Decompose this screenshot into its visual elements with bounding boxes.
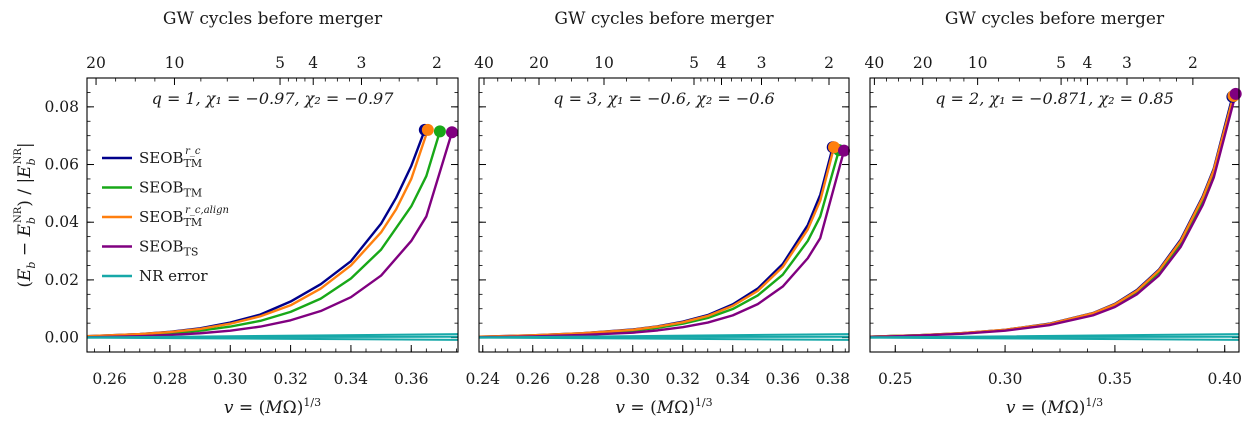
series-line-SEOB_TM_rc_align xyxy=(87,128,430,338)
top-tick-label: 3 xyxy=(357,54,367,72)
legend: SEOBTMr_c SEOBTM SEOBTMr_c,align SEOBTS NR e… xyxy=(102,146,229,285)
top-tick-label: 10 xyxy=(968,54,988,72)
top-tick-label: 40 xyxy=(474,54,494,72)
top-axis-title: GW cycles before merger xyxy=(163,9,383,29)
legend-label: NR error xyxy=(139,267,208,285)
top-tick-label: 4 xyxy=(1083,54,1093,72)
x-tick-label: 0.30 xyxy=(615,370,650,388)
y-tick-label: 0.06 xyxy=(44,156,79,174)
top-tick-label: 4 xyxy=(717,54,727,72)
x-tick-label: 0.40 xyxy=(1207,370,1242,388)
x-tick-label: 0.34 xyxy=(334,370,369,388)
panel-3: GW cycles before merger 40 20 10 5 4 3 2 0.25 0.3… xyxy=(865,9,1242,418)
x-tick-label: 0.35 xyxy=(1098,370,1133,388)
x-tick-label: 0.30 xyxy=(213,370,248,388)
x-tick-label: 0.36 xyxy=(394,370,429,388)
merger-marker-SEOB_TM_rc_align xyxy=(828,141,840,154)
legend-label: SEOBTMr_c,align xyxy=(139,205,229,229)
x-tick-label: 0.38 xyxy=(815,370,850,388)
top-tick-label: 2 xyxy=(1188,54,1198,72)
x-tick-label: 0.36 xyxy=(765,370,800,388)
legend-item-SEOB_TM_rc_align: SEOBTMr_c,align xyxy=(102,205,229,229)
x-tick-label: 0.25 xyxy=(878,370,913,388)
merger-marker-SEOB_TS xyxy=(445,126,458,139)
x-tick-label: 0.32 xyxy=(273,370,308,388)
panel-1: GW cycles before merger 20 10 5 4 3 2 0.26 0.28 0… xyxy=(44,9,459,418)
top-tick-label: 5 xyxy=(275,54,285,72)
top-tick-label: 40 xyxy=(865,54,885,72)
top-tick-label: 3 xyxy=(757,54,767,72)
series-line-SEOB_TM_rc xyxy=(87,128,427,338)
top-tick-label: 2 xyxy=(432,54,442,72)
legend-label: SEOBTMr_c xyxy=(139,146,202,170)
series-line-NR_error xyxy=(87,335,458,339)
top-tick-label: 10 xyxy=(165,54,185,72)
x-axis-label: v = (MΩ)1/3 xyxy=(1006,396,1103,418)
x-tick-label: 0.34 xyxy=(715,370,750,388)
y-tick-label: 0.00 xyxy=(44,329,79,347)
series-line-SEOB_TS xyxy=(479,149,846,339)
x-tick-label: 0.28 xyxy=(565,370,600,388)
top-tick-label: 4 xyxy=(308,54,318,72)
x-axis-label: v = (MΩ)1/3 xyxy=(224,396,321,418)
plot-area xyxy=(87,128,458,341)
x-tick-label: 0.24 xyxy=(465,370,500,388)
top-tick-label: 20 xyxy=(913,54,933,72)
panel-annotation: q = 1, χ₁ = −0.97, χ₂ = −0.97 xyxy=(152,89,395,108)
merger-marker-SEOB_TS xyxy=(1229,87,1242,100)
x-axis-label: v = (MΩ)1/3 xyxy=(615,396,712,418)
legend-item-SEOB_TM: SEOBTM xyxy=(102,179,202,200)
y-tick-label: 0.08 xyxy=(44,98,79,116)
plot-area xyxy=(479,146,849,341)
legend-item-SEOB_TS: SEOBTS xyxy=(102,238,198,259)
series-line-SEOB_TS xyxy=(87,131,454,339)
y-tick-label: 0.04 xyxy=(44,213,79,231)
merger-marker-SEOB_TM xyxy=(433,125,446,138)
top-axis-title: GW cycles before merger xyxy=(554,9,774,29)
top-tick-label: 2 xyxy=(824,54,834,72)
y-axis-label: (Eb − EbNR) / |EbNR| xyxy=(13,142,38,287)
x-tick-label: 0.28 xyxy=(153,370,188,388)
axes-frame xyxy=(478,77,850,353)
x-tick-label: 0.26 xyxy=(515,370,550,388)
series-line-SEOB_TM_rc_align xyxy=(479,146,836,338)
y-tick-label: 0.02 xyxy=(44,271,79,289)
series-line-SEOB_TM xyxy=(479,148,841,339)
panel-annotation: q = 3, χ₁ = −0.6, χ₂ = −0.6 xyxy=(553,89,774,108)
axes-frame xyxy=(869,77,1240,353)
top-tick-label: 20 xyxy=(529,54,549,72)
legend-item-NR_error: NR error xyxy=(102,267,208,285)
x-tick-label: 0.32 xyxy=(665,370,700,388)
legend-label: SEOBTM xyxy=(139,179,202,200)
series-line-SEOB_TM xyxy=(870,94,1235,338)
x-tick-label: 0.30 xyxy=(988,370,1023,388)
series-line-SEOB_TM_rc_align xyxy=(870,94,1235,338)
panel-annotation: q = 2, χ₁ = −0.871, χ₂ = 0.85 xyxy=(935,89,1174,108)
merger-marker-SEOB_TS xyxy=(838,144,850,157)
panel-2: GW cycles before merger 40 20 10 5 4 3 2 0.24 0.2… xyxy=(465,9,850,418)
plot-area xyxy=(870,92,1239,341)
series-line-SEOB_TM_rc xyxy=(870,95,1234,338)
merger-marker-SEOB_TM_rc_align xyxy=(421,123,434,136)
top-tick-label: 5 xyxy=(689,54,699,72)
top-tick-label: 10 xyxy=(594,54,614,72)
top-tick-label: 5 xyxy=(1056,54,1066,72)
series-line-NR_error xyxy=(479,335,849,339)
legend-item-SEOB_TM_rc: SEOBTMr_c xyxy=(102,146,202,170)
top-tick-label: 3 xyxy=(1122,54,1132,72)
top-axis-title: GW cycles before merger xyxy=(945,9,1165,29)
legend-label: SEOBTS xyxy=(139,238,198,259)
series-line-SEOB_TS xyxy=(870,92,1237,339)
x-tick-label: 0.26 xyxy=(92,370,127,388)
axes-frame xyxy=(86,77,459,353)
series-line-NR_error xyxy=(870,335,1239,339)
series-line-SEOB_TM_rc xyxy=(479,146,834,338)
top-tick-label: 20 xyxy=(86,54,106,72)
